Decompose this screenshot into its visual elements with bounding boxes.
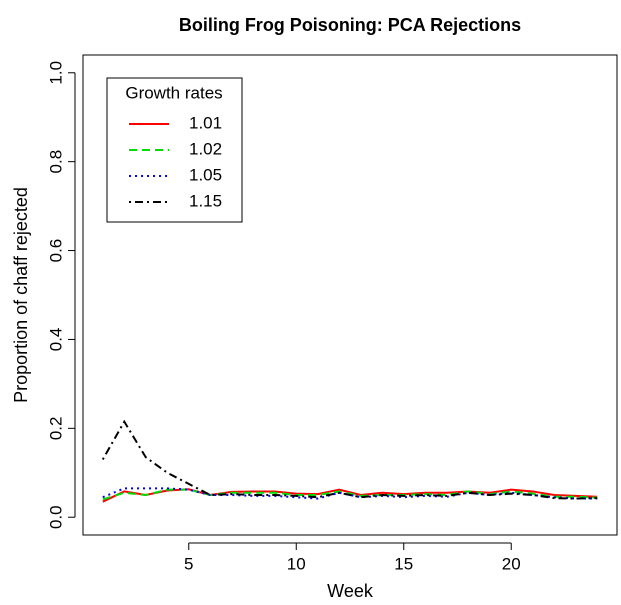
y-tick-label: 0.8: [46, 150, 65, 174]
y-axis-label: Proportion of chaff rejected: [11, 187, 31, 403]
chart-title: Boiling Frog Poisoning: PCA Rejections: [179, 15, 521, 35]
legend-label: 1.01: [189, 113, 222, 132]
legend-label: 1.05: [189, 165, 222, 184]
legend-label: 1.02: [189, 139, 222, 158]
legend-label: 1.15: [189, 191, 222, 210]
y-tick-label: 0.6: [46, 239, 65, 263]
series-line: [102, 487, 598, 500]
y-tick-label: 0.2: [46, 417, 65, 441]
plot-box: [82, 54, 618, 536]
x-tick-label: 20: [502, 554, 521, 573]
y-tick-label: 0.0: [46, 505, 65, 529]
x-tick-label: 15: [394, 554, 413, 573]
x-tick-label: 10: [287, 554, 306, 573]
x-tick-label: 5: [184, 554, 193, 573]
y-tick-label: 1.0: [46, 61, 65, 85]
y-tick-label: 0.4: [46, 328, 65, 352]
legend-title: Growth rates: [125, 83, 222, 102]
x-axis-label: Week: [327, 581, 374, 601]
series-line: [101, 419, 598, 500]
